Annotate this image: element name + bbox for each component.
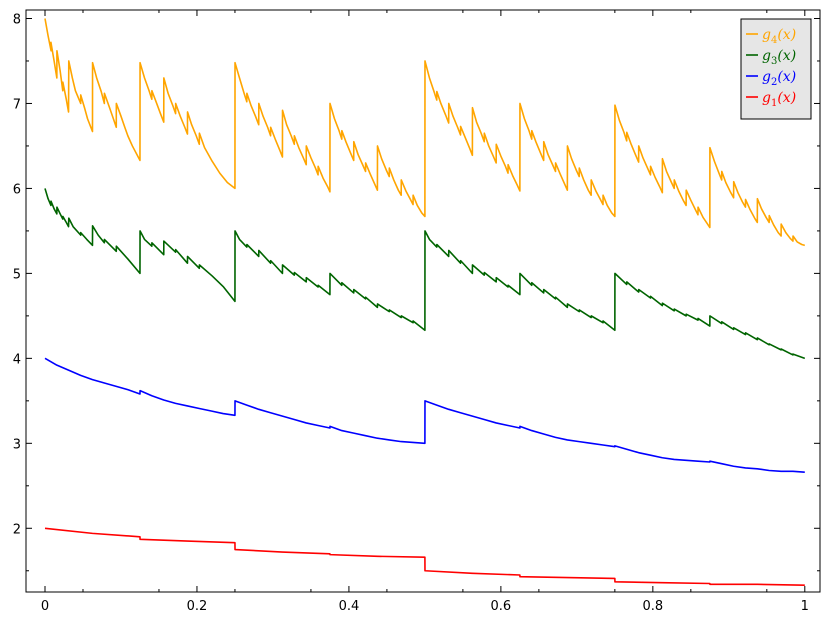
- legend-label: g2(x): [762, 69, 796, 88]
- series-line-3: [44, 188, 806, 360]
- x-tick-label: 0.2: [187, 599, 208, 614]
- series-line-4: [44, 18, 806, 247]
- legend-label: g3(x): [762, 48, 796, 67]
- x-tick-label: 0.8: [642, 599, 663, 614]
- y-tick-label: 4: [13, 352, 21, 367]
- y-tick-label: 6: [13, 182, 21, 197]
- y-tick-label: 7: [13, 97, 21, 112]
- y-tick-label: 3: [13, 437, 21, 452]
- series-line-1: [44, 527, 805, 586]
- series-layer: [44, 18, 806, 586]
- y-tick-label: 2: [13, 522, 21, 537]
- y-axis: 2 3 4 5 6 7 8: [13, 12, 820, 572]
- x-axis: 0 0.2 0.4 0.6 0.8 1: [41, 10, 809, 614]
- legend-box: [740, 18, 812, 120]
- x-tick-label: 0: [41, 599, 49, 614]
- legend-label: g1(x): [762, 90, 796, 109]
- y-tick-label: 5: [13, 267, 21, 282]
- legend: g4(x) g3(x) g2(x) g1(x): [740, 18, 812, 120]
- legend-label: g4(x): [762, 27, 796, 46]
- x-tick-label: 0.4: [339, 599, 360, 614]
- series-line-2: [44, 357, 805, 473]
- x-tick-label: 0.6: [491, 599, 512, 614]
- x-tick-label: 1: [801, 599, 809, 614]
- y-tick-label: 8: [13, 12, 21, 27]
- axes-frame: [25, 9, 821, 593]
